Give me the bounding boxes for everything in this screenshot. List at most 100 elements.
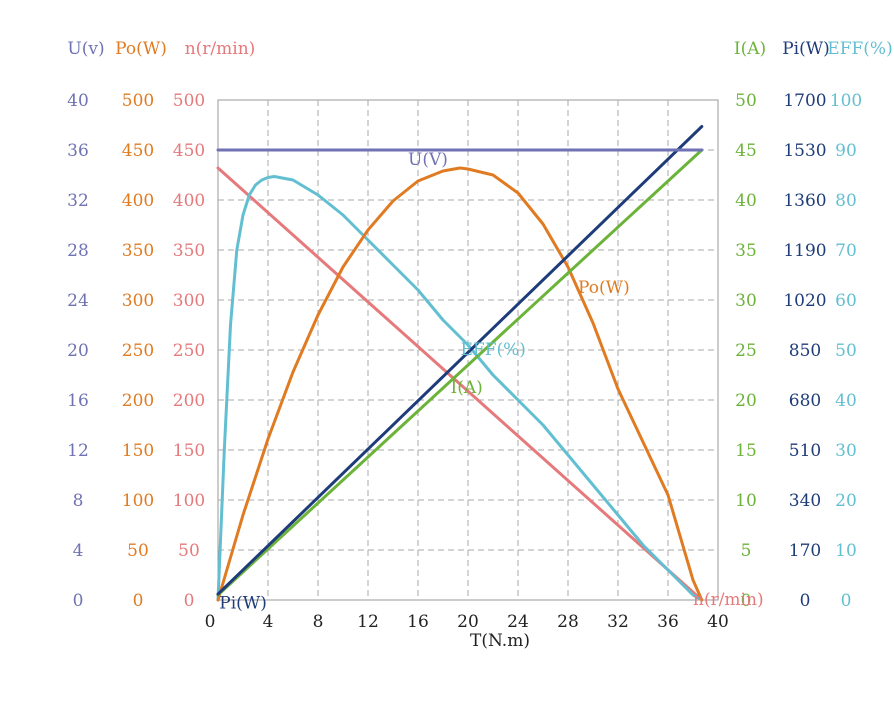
series-lines	[216, 125, 704, 602]
axis-title-po: Po(W)	[115, 39, 167, 59]
tick-label-eff: 40	[835, 391, 857, 411]
tick-label-po: 100	[122, 491, 154, 511]
axis-title-n: n(r/min)	[185, 39, 256, 59]
tick-label-i: 0	[741, 591, 752, 611]
tick-label-x: 4	[263, 612, 274, 632]
series-line-pi	[216, 125, 704, 596]
tick-label-pi: 1190	[783, 241, 826, 261]
tick-label-po: 350	[122, 241, 154, 261]
tick-label-u: 16	[67, 391, 89, 411]
tick-label-n: 50	[178, 541, 200, 561]
tick-label-n: 400	[173, 191, 205, 211]
tick-label-x: 24	[507, 612, 529, 632]
tick-label-eff: 80	[835, 191, 857, 211]
tick-label-u: 28	[67, 241, 89, 261]
tick-label-u: 20	[67, 341, 89, 361]
tick-label-i: 30	[735, 291, 757, 311]
tick-label-eff: 50	[835, 341, 857, 361]
series-label-po: Po(W)	[578, 278, 630, 298]
tick-label-po: 500	[122, 91, 154, 111]
tick-label-pi: 340	[789, 491, 821, 511]
series-label-pi: Pi(W)	[219, 594, 267, 614]
tick-label-i: 50	[735, 91, 757, 111]
tick-label-pi: 1360	[783, 191, 826, 211]
tick-label-u: 32	[67, 191, 89, 211]
tick-label-po: 450	[122, 141, 154, 161]
tick-label-x: 20	[457, 612, 479, 632]
tick-labels: 0481216202428323640050100150200250300350…	[67, 91, 862, 632]
tick-label-n: 150	[173, 441, 205, 461]
axis-title-u: U(v)	[67, 39, 104, 59]
tick-label-i: 25	[735, 341, 757, 361]
tick-label-n: 450	[173, 141, 205, 161]
tick-label-po: 250	[122, 341, 154, 361]
tick-label-pi: 1020	[783, 291, 826, 311]
series-line-po	[216, 166, 704, 602]
tick-label-eff: 30	[835, 441, 857, 461]
tick-label-i: 35	[735, 241, 757, 261]
axis-titles: U(v) Po(W) n(r/min) I(A) Pi(W)EFF(%)	[67, 39, 892, 59]
tick-label-pi: 510	[789, 441, 821, 461]
tick-label-x: 8	[313, 612, 324, 632]
tick-label-po: 200	[122, 391, 154, 411]
series-line-i	[216, 148, 704, 597]
series-line-eff	[216, 175, 704, 602]
tick-label-x: 12	[357, 612, 379, 632]
axis-title-i: I(A)	[734, 39, 766, 59]
tick-label-pi: 850	[789, 341, 821, 361]
series-label-eff: EFF(%)	[461, 340, 526, 360]
tick-label-po: 50	[127, 541, 149, 561]
tick-label-n: 100	[173, 491, 205, 511]
tick-label-n: 0	[184, 591, 195, 611]
axis-title-eff: EFF(%)	[827, 39, 892, 59]
tick-label-u: 8	[73, 491, 84, 511]
tick-label-i: 5	[741, 541, 752, 561]
tick-label-n: 350	[173, 241, 205, 261]
tick-label-eff: 0	[841, 591, 852, 611]
x-axis-label: T(N.m)	[470, 631, 530, 651]
series-labels: U(V) Po(W) EFF(%) I(A) n(r/min) Pi(W)	[219, 150, 763, 614]
tick-label-pi: 1700	[783, 91, 826, 111]
tick-label-eff: 10	[835, 541, 857, 561]
tick-label-i: 45	[735, 141, 757, 161]
tick-label-n: 300	[173, 291, 205, 311]
tick-label-u: 4	[73, 541, 84, 561]
tick-label-pi: 1530	[783, 141, 826, 161]
axis-title-pi: Pi(W)	[782, 39, 830, 59]
tick-label-x: 0	[205, 612, 216, 632]
tick-label-po: 400	[122, 191, 154, 211]
tick-label-x: 16	[407, 612, 429, 632]
series-label-n: n(r/min)	[693, 590, 764, 610]
tick-label-eff: 70	[835, 241, 857, 261]
tick-label-x: 28	[557, 612, 579, 632]
tick-label-pi: 170	[789, 541, 821, 561]
tick-label-eff: 90	[835, 141, 857, 161]
tick-label-u: 40	[67, 91, 89, 111]
tick-label-u: 36	[67, 141, 89, 161]
tick-label-pi: 680	[789, 391, 821, 411]
tick-label-eff: 100	[830, 91, 862, 111]
tick-label-pi: 0	[800, 591, 811, 611]
tick-label-eff: 60	[835, 291, 857, 311]
tick-label-x: 40	[707, 612, 729, 632]
tick-label-x: 36	[657, 612, 679, 632]
tick-label-po: 150	[122, 441, 154, 461]
tick-label-n: 500	[173, 91, 205, 111]
tick-label-u: 12	[67, 441, 89, 461]
tick-label-i: 40	[735, 191, 757, 211]
series-label-u: U(V)	[408, 150, 448, 170]
tick-label-po: 0	[133, 591, 144, 611]
tick-label-u: 24	[67, 291, 89, 311]
tick-label-u: 0	[73, 591, 84, 611]
tick-label-eff: 20	[835, 491, 857, 511]
series-label-i: I(A)	[451, 378, 483, 398]
tick-label-n: 200	[173, 391, 205, 411]
tick-label-po: 300	[122, 291, 154, 311]
tick-label-i: 15	[735, 441, 757, 461]
tick-label-n: 250	[173, 341, 205, 361]
series-line-n	[216, 166, 704, 602]
tick-label-x: 32	[607, 612, 629, 632]
tick-label-i: 20	[735, 391, 757, 411]
tick-label-i: 10	[735, 491, 757, 511]
